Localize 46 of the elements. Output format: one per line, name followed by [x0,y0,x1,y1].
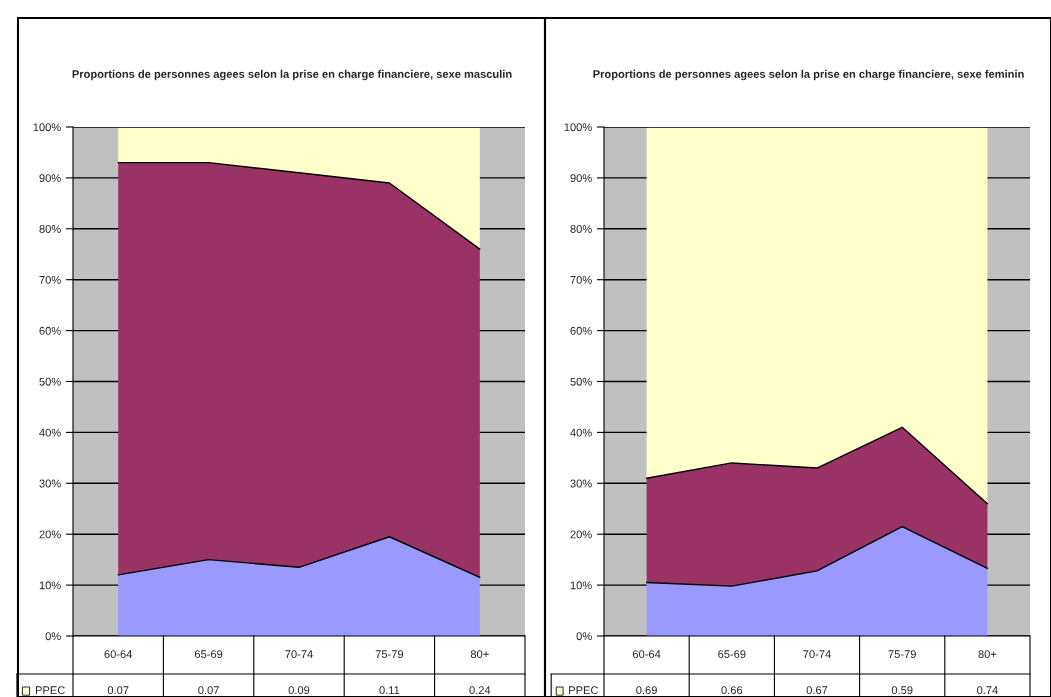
text: PPEC [569,686,599,695]
x-tick-label: 65-69 [718,650,746,659]
y-tick-label: 80% [570,225,592,233]
y-tick-label: 0% [576,632,592,641]
x-tick-label: 60-64 [104,650,133,659]
y-tick-label: 50% [39,377,61,386]
y-tick-label: 60% [39,326,61,335]
y-tick-label: 90% [570,174,592,183]
y-tick-label: 100% [33,123,61,132]
y-tick-label: 40% [570,428,592,437]
x-tick-label: 65-69 [194,650,223,659]
x-tick-label: 80+ [978,650,997,659]
y-tick-label: 30% [570,479,592,488]
y-tick-label: 70% [570,275,592,284]
y-tick-label: 20% [570,530,592,539]
x-tick-label: 80+ [470,650,489,659]
data-label: 0.59 [891,686,913,695]
data-label: 0.07 [198,686,219,695]
data-label: 0.11 [379,686,400,695]
y-tick-label: 20% [39,530,61,539]
y-tick-label: 90% [39,174,61,183]
x-tick-label: 75-79 [888,650,916,659]
chart-title: Proportions de personnes agees selon la prise en charge financiere, sexe masculin [72,69,512,81]
x-tick-label: 60-64 [632,650,661,659]
data-label: 0.09 [288,686,310,695]
x-tick-label: 70-74 [803,650,831,659]
data-label: 0.66 [721,686,743,695]
y-tick-label: 100% [564,123,592,132]
data-label: 0.07 [107,686,129,695]
data-label: 0.24 [469,686,491,695]
y-tick-label: 10% [39,581,61,590]
x-tick-label: 75-79 [375,650,404,659]
data-label: 0.69 [636,686,657,695]
y-tick-label: 50% [570,377,592,386]
y-tick-label: 0% [45,632,61,641]
y-tick-label: 60% [570,326,592,335]
y-tick-label: 70% [39,275,61,284]
legend-label: PPEC [35,686,65,695]
y-tick-label: 30% [39,479,61,488]
chart-title: Proportions de personnes agees selon la prise en charge financiere, sexe feminin [593,69,1024,81]
y-tick-label: 10% [570,581,592,590]
data-label: 0.74 [977,686,998,695]
x-tick-label: 70-74 [285,650,313,659]
y-tick-label: 40% [39,428,61,437]
data-label: 0.67 [806,686,828,695]
y-tick-label: 80% [39,225,61,233]
